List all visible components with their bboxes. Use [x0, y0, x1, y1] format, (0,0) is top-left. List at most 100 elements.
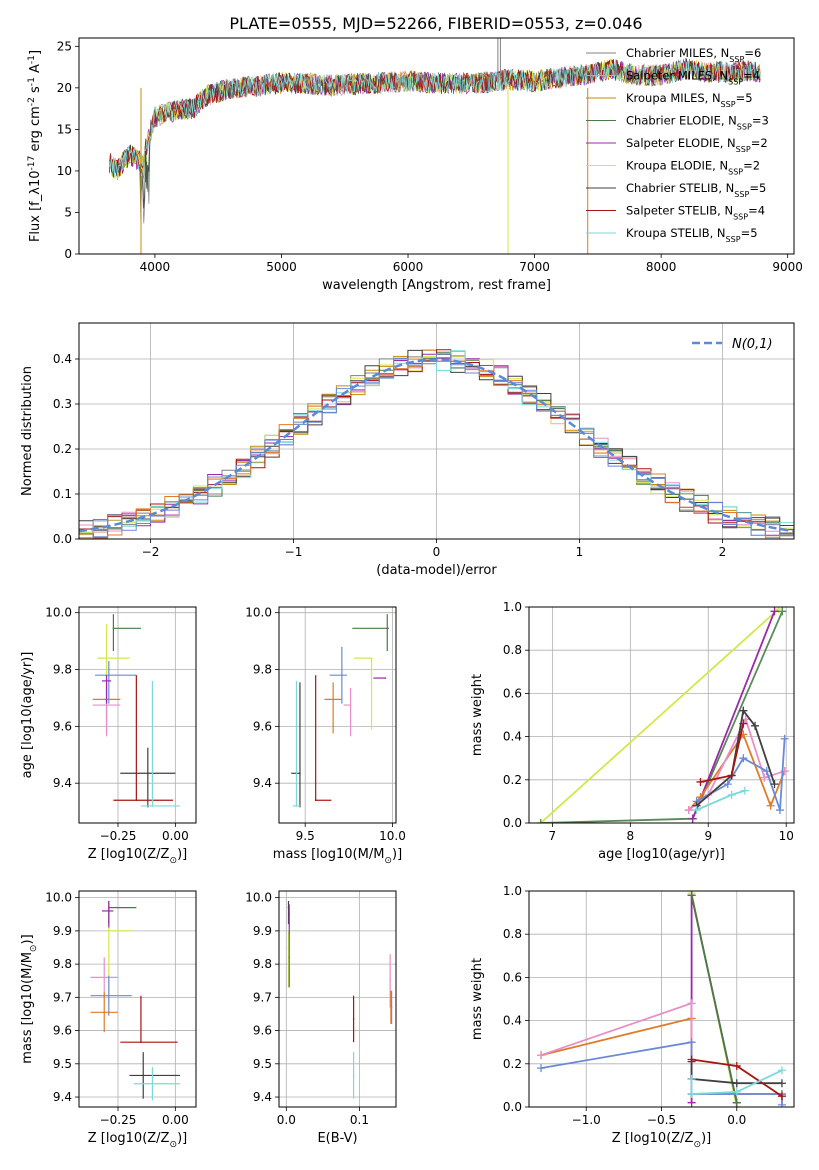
histogram-series: [79, 353, 794, 539]
plus-marker: [732, 1087, 741, 1096]
legend-entry: Salpeter MILES, NSSP=4: [626, 69, 760, 87]
panel-age_vs_Z: −0.25 0.00 9.4 9.6 9.8 10.0 Z [log10(Z/Z⊙)] age…: [20, 606, 197, 866]
y-tick-label: 9.6: [253, 1024, 272, 1038]
data-point: [295, 805, 298, 807]
axes-frame: [278, 890, 397, 1108]
data-point: [314, 799, 317, 802]
legend-entry: Kroupa MILES, NSSP=5: [626, 91, 753, 109]
y-tick-label: 9.9: [53, 924, 72, 938]
figure-title: PLATE=0555, MJD=52266, FIBERID=0553, z=0…: [229, 14, 642, 33]
plus-marker: [537, 1051, 546, 1060]
plot-area-age_vs_mass: [279, 607, 396, 823]
legend-entry: Salpeter ELODIE, NSSP=2: [626, 136, 768, 154]
y-axis-label: mass weight: [470, 958, 485, 1040]
legend-entry: N(0,1): [732, 337, 773, 352]
plus-marker: [777, 1066, 786, 1075]
y-tick-label: 10.0: [45, 891, 72, 905]
data-point: [341, 674, 343, 677]
plus-marker: [770, 780, 779, 789]
data-point: [384, 677, 387, 679]
y-tick-label: 9.7: [253, 990, 272, 1004]
x-tick-label: −1.0: [572, 1113, 601, 1127]
plus-marker: [688, 814, 697, 823]
y-tick-label: 10.0: [245, 606, 272, 620]
axes-frame: [528, 606, 795, 824]
data-point: [142, 1074, 145, 1077]
x-tick-label: 0.1: [350, 1113, 369, 1127]
x-axis-label: Z [log10(Z/Z⊙)]: [88, 847, 188, 866]
histogram-series: [79, 350, 794, 539]
weight-series: [540, 608, 780, 823]
legend-entry: Chabrier STELIB, NSSP=5: [626, 181, 766, 199]
y-tick-label: 9.4: [253, 776, 272, 790]
x-axis-label: (data-model)/error: [376, 563, 497, 578]
y-tick-label: 0.4: [53, 352, 72, 366]
panel-age_vs_mass: 9.5 10.0 9.4 9.6 9.8 10.0 mass [log10(M/M⊙)]: [245, 606, 406, 866]
plus-marker: [777, 1092, 786, 1101]
x-tick-label: 10: [779, 829, 794, 843]
x-tick-label: 6000: [393, 260, 424, 274]
plus-marker: [739, 754, 748, 763]
x-tick-label: 0.00: [162, 829, 189, 843]
plus-marker: [751, 721, 760, 730]
plus-marker: [687, 1098, 696, 1107]
y-tick-label: 0.6: [503, 686, 522, 700]
panel-residuals: −2 −1 0 1 2 0.0 0.1 0.2 0.3 0.4 (data-model)/error…: [20, 322, 795, 578]
weight-series: [691, 610, 776, 820]
y-tick-label: 9.5: [53, 1057, 72, 1071]
axes-frame: [278, 606, 397, 824]
y-tick-label: 9.6: [53, 1024, 72, 1038]
plus-marker: [739, 706, 748, 715]
plot-area-weight_vs_Z: [529, 891, 794, 1107]
x-tick-label: 8: [627, 829, 635, 843]
data-point: [370, 657, 373, 659]
y-tick-label: 9.6: [53, 719, 72, 733]
plus-marker: [684, 806, 693, 815]
data-point: [103, 1011, 106, 1014]
plus-marker: [536, 819, 545, 823]
data-point: [151, 1082, 154, 1085]
axes-frame: [78, 37, 795, 255]
x-tick-label: 1: [576, 545, 584, 559]
weight-series: [690, 1069, 783, 1095]
data-point: [108, 994, 110, 997]
y-tick-label: 9.7: [53, 990, 72, 1004]
x-axis-label: E(B-V): [317, 1131, 357, 1146]
y-tick-label: 0: [64, 247, 72, 261]
x-tick-label: 2: [719, 545, 727, 559]
plot-area-spectrum: [109, 38, 761, 254]
x-tick-label: −0.25: [100, 1113, 137, 1127]
y-axis-label: Flux [f_λ10-17 erg cm-2 s-1 A-1]: [27, 50, 43, 242]
x-axis-label: Z [log10(Z/Z⊙)]: [88, 1131, 188, 1150]
y-tick-label: 0.8: [503, 643, 522, 657]
plus-marker: [537, 1064, 546, 1073]
x-tick-label: 0.0: [277, 1113, 296, 1127]
y-tick-label: 9.6: [253, 719, 272, 733]
plus-marker: [775, 806, 784, 815]
panel-spectrum: 4000 5000 6000 7000 8000 9000 0 5 10 15 20 25 wavele…: [27, 37, 803, 293]
plus-marker: [732, 1061, 741, 1070]
y-axis-label: age [log10(age/yr)]: [20, 652, 35, 779]
panel-weight_vs_Z: −1.0 −0.5 0.0 0.0 0.2 0.4 0.6 0.8 1.0 Z [log10(Z/…: [470, 884, 795, 1150]
panel-mass_vs_ebv: 0.0 0.1 9.4 9.5 9.6 9.7 9.8 9.9 10.0 E(B-V): [245, 890, 397, 1146]
y-tick-label: 1.0: [503, 600, 522, 614]
data-point: [332, 698, 334, 701]
y-tick-label: 0.6: [503, 970, 522, 984]
spectrum-line: [109, 59, 761, 177]
x-tick-label: −0.5: [647, 1113, 676, 1127]
x-tick-label: 0.0: [727, 1113, 746, 1127]
axes-frame: [78, 890, 197, 1108]
axes-frame: [528, 890, 795, 1108]
plot-area-weight_vs_age: [529, 607, 794, 823]
data-point: [105, 704, 108, 706]
weight-series: [696, 738, 786, 811]
x-tick-label: 0.00: [162, 1113, 189, 1127]
y-tick-label: 9.8: [253, 663, 272, 677]
data-point: [108, 910, 110, 912]
x-tick-label: 7000: [519, 260, 550, 274]
axes-frame: [78, 606, 197, 824]
plot-area-residuals: [79, 323, 794, 539]
legend-entry: Kroupa ELODIE, NSSP=2: [626, 159, 760, 177]
y-tick-label: 0.2: [503, 773, 522, 787]
